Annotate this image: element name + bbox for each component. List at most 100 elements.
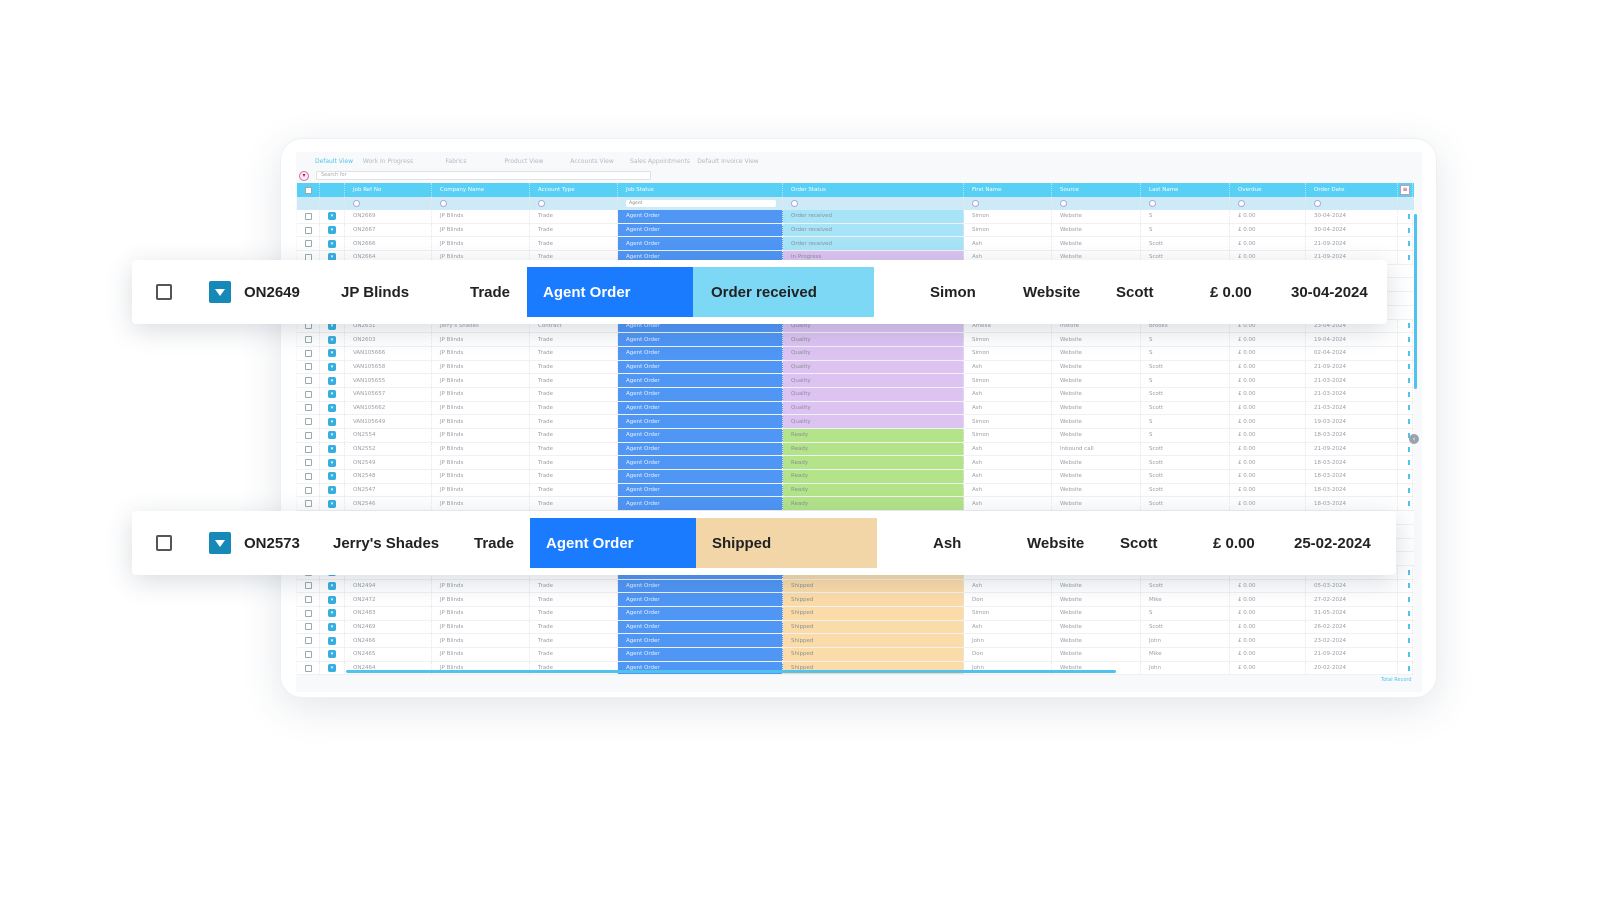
row-select[interactable] [297, 210, 320, 223]
expand-row-icon[interactable]: ▾ [328, 239, 336, 248]
row-expand[interactable]: ▾ [320, 333, 345, 346]
row-expand[interactable]: ▾ [320, 442, 345, 456]
row-checkbox[interactable] [305, 445, 312, 453]
row-actions[interactable] [1398, 333, 1413, 346]
column-filter[interactable]: Agent [618, 197, 783, 210]
row-select[interactable] [297, 634, 320, 647]
table-row[interactable]: ▾ ON2554 JP Blinds Trade Agent Order Ready Sim… [297, 429, 1414, 443]
table-row[interactable]: ▾ ON2472 JP Blinds Trade Agent Order Shipped D… [297, 593, 1414, 607]
row-checkbox[interactable] [305, 404, 312, 412]
select-all-checkbox[interactable] [305, 186, 312, 194]
search-icon[interactable] [1060, 200, 1067, 207]
row-checkbox[interactable] [305, 596, 312, 604]
row-expand[interactable]: ▾ [320, 606, 345, 620]
row-menu-icon[interactable] [1408, 337, 1410, 343]
row-menu-icon[interactable] [1408, 405, 1410, 411]
row-menu-icon[interactable] [1408, 227, 1410, 233]
column-filter[interactable] [1141, 197, 1230, 210]
row-expand[interactable]: ▾ [320, 251, 345, 264]
row-checkbox[interactable] [305, 363, 312, 371]
expand-row-icon[interactable]: ▾ [328, 253, 336, 262]
row-actions[interactable] [1398, 401, 1413, 415]
row-actions[interactable] [1398, 661, 1413, 675]
row-checkbox[interactable] [305, 390, 312, 398]
expand-row-icon[interactable]: ▾ [328, 458, 336, 467]
table-row[interactable]: ▾ ON2667 JP Blinds Trade Agent Order Order re… [297, 223, 1414, 238]
row-menu-icon[interactable] [1408, 624, 1410, 630]
column-header[interactable]: Overdue [1230, 183, 1306, 197]
row-select[interactable] [297, 497, 320, 511]
expand-row-icon[interactable] [209, 281, 231, 303]
row-actions[interactable] [1398, 346, 1413, 360]
expand-row-icon[interactable]: ▾ [328, 403, 336, 412]
row-checkbox[interactable] [305, 226, 312, 234]
expand-row-icon[interactable]: ▾ [328, 486, 336, 495]
row-checkbox[interactable] [305, 500, 312, 508]
column-filter[interactable] [432, 197, 530, 210]
row-expand[interactable]: ▾ [320, 470, 345, 483]
row-select[interactable] [297, 661, 320, 675]
expand-row-icon[interactable]: ▾ [328, 362, 336, 371]
row-actions[interactable] [1398, 648, 1413, 661]
column-header[interactable]: Last Name [1141, 183, 1230, 197]
tab-work-in-progress[interactable]: Work In Progress [362, 158, 414, 165]
table-row[interactable]: ▾ VAN105655 JP Blinds Trade Agent Order Quali… [297, 374, 1414, 388]
search-icon[interactable] [791, 200, 798, 207]
row-expand[interactable]: ▾ [320, 401, 345, 415]
row-menu-icon[interactable] [1408, 583, 1410, 589]
row-actions[interactable] [1398, 606, 1413, 620]
row-actions[interactable] [1398, 565, 1413, 579]
row-menu-icon[interactable] [1408, 446, 1410, 452]
row-actions[interactable] [1398, 415, 1413, 428]
row-menu-icon[interactable] [1408, 460, 1410, 466]
expand-row-icon[interactable]: ▾ [328, 581, 336, 590]
expand-row-icon[interactable]: ▾ [328, 431, 336, 440]
row-actions[interactable] [1398, 620, 1413, 634]
row-select[interactable] [297, 415, 320, 428]
row-expand[interactable]: ▾ [320, 456, 345, 470]
row-actions[interactable] [1398, 483, 1413, 497]
row-expand[interactable]: ▾ [320, 374, 345, 387]
row-checkbox[interactable] [305, 418, 312, 426]
row-select[interactable] [297, 401, 320, 415]
row-expand[interactable]: ▾ [320, 346, 345, 360]
row-actions[interactable] [1398, 387, 1413, 401]
column-header[interactable]: Company Name [432, 183, 530, 197]
row-checkbox[interactable] [305, 336, 312, 344]
row-actions[interactable] [1398, 210, 1413, 223]
column-settings-icon[interactable]: ≡ [1400, 185, 1410, 195]
row-checkbox[interactable] [305, 377, 312, 385]
row-menu-icon[interactable] [1408, 610, 1410, 616]
row-menu-icon[interactable] [1408, 473, 1410, 479]
column-header[interactable]: Job Ref No [345, 183, 432, 197]
row-select[interactable] [297, 606, 320, 620]
column-filter[interactable] [530, 197, 618, 210]
row-expand[interactable]: ▾ [320, 661, 345, 675]
row-select[interactable] [297, 333, 320, 346]
expand-row-icon[interactable]: ▾ [328, 595, 336, 604]
search-icon[interactable] [353, 200, 360, 207]
row-menu-icon[interactable] [1408, 597, 1410, 603]
expand-row-icon[interactable]: ▾ [328, 376, 336, 385]
select-all-cell[interactable] [297, 183, 320, 197]
job-status-filter-input[interactable]: Agent [626, 200, 776, 207]
row-menu-icon[interactable] [1408, 364, 1410, 370]
row-expand[interactable]: ▾ [320, 620, 345, 634]
table-row[interactable]: ▾ ON2552 JP Blinds Trade Agent Order Ready Ash… [297, 442, 1414, 457]
row-checkbox[interactable] [305, 650, 312, 658]
row-select[interactable] [297, 456, 320, 470]
row-checkbox[interactable] [305, 431, 312, 439]
column-header[interactable]: First Name [964, 183, 1052, 197]
row-checkbox[interactable] [305, 664, 312, 672]
row-checkbox[interactable] [156, 535, 172, 551]
highlighted-row-card[interactable]: ON2649 JP Blinds Trade Agent Order Order… [132, 260, 1387, 324]
row-select[interactable] [297, 374, 320, 387]
tab-sales-appointments[interactable]: Sales Appointments [630, 158, 690, 165]
row-menu-icon[interactable] [1408, 638, 1410, 644]
row-menu-icon[interactable] [1408, 254, 1410, 260]
expand-row-icon[interactable]: ▾ [328, 609, 336, 618]
row-expand[interactable]: ▾ [320, 497, 345, 511]
row-expand[interactable]: ▾ [320, 579, 345, 593]
table-row[interactable]: ▾ ON2465 JP Blinds Trade Agent Order Shipped D… [297, 648, 1414, 662]
row-select[interactable] [297, 346, 320, 360]
